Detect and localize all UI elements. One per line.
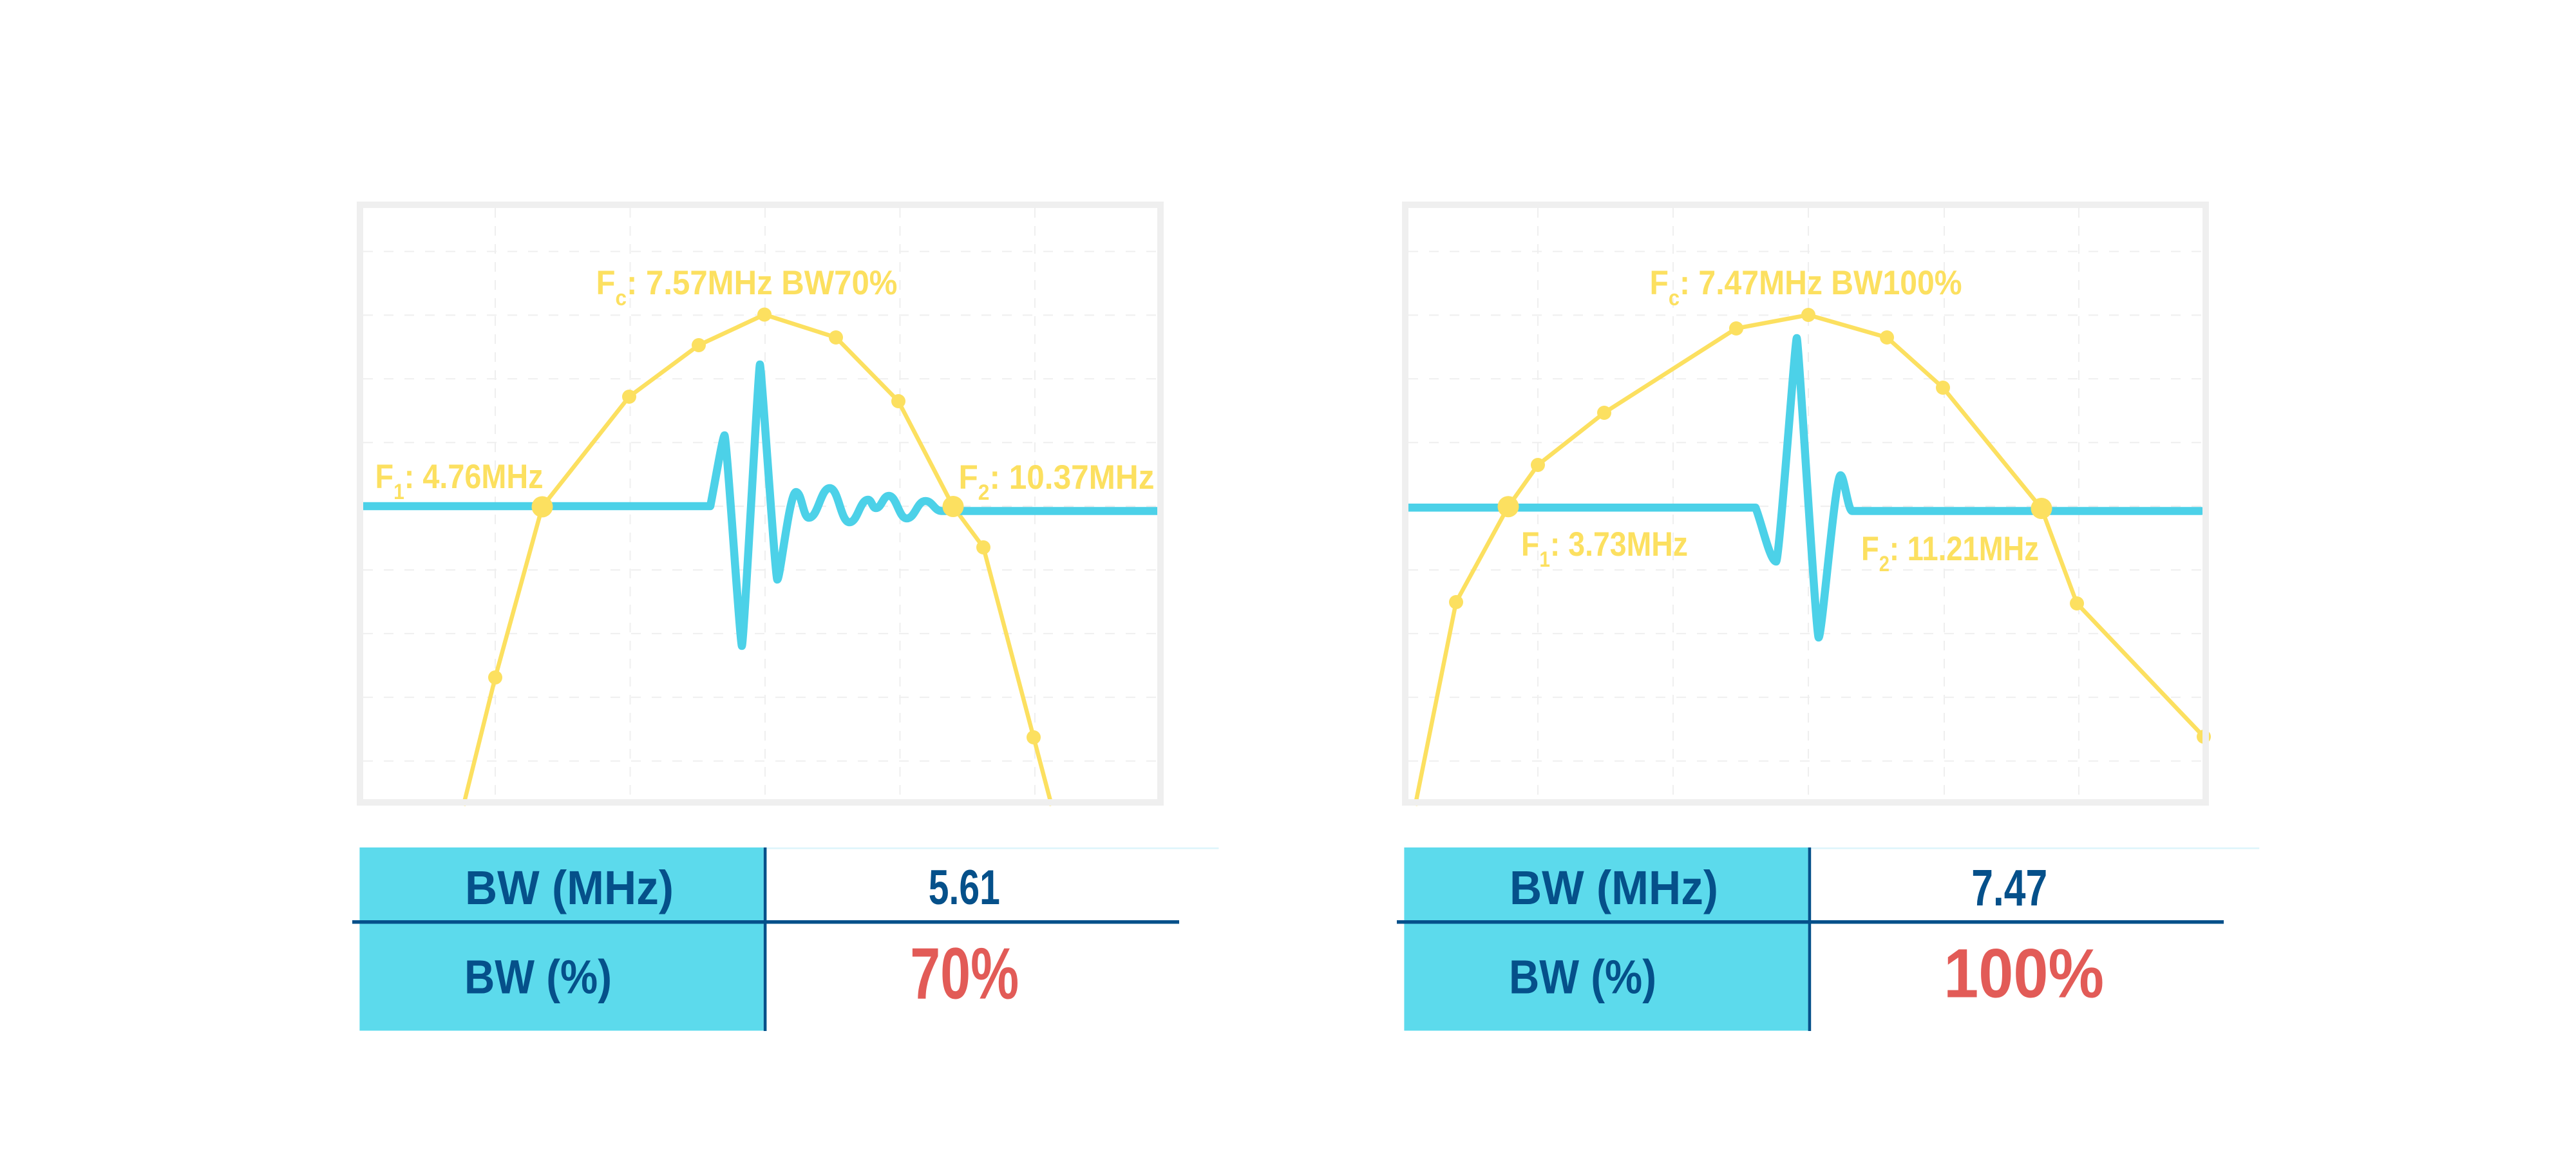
svg-text:BW (MHz): BW (MHz) bbox=[1510, 861, 1718, 914]
svg-text:5.61: 5.61 bbox=[929, 860, 1000, 915]
svg-text:BW (%): BW (%) bbox=[464, 951, 612, 1004]
svg-text:100%: 100% bbox=[1944, 934, 2104, 1012]
svg-text:70%: 70% bbox=[910, 932, 1019, 1014]
svg-text:7.47: 7.47 bbox=[1971, 859, 2047, 916]
svg-text:BW (MHz): BW (MHz) bbox=[465, 861, 674, 914]
svg-text:BW (%): BW (%) bbox=[1509, 951, 1656, 1004]
